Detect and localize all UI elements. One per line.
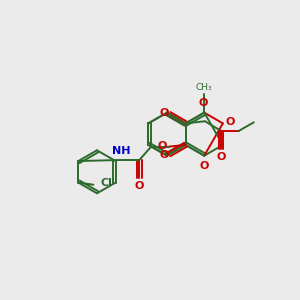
Text: O: O — [200, 161, 209, 171]
Text: O: O — [198, 98, 208, 107]
Text: O: O — [159, 150, 169, 160]
Text: NH: NH — [112, 146, 131, 156]
Text: O: O — [160, 108, 169, 118]
Text: CH₃: CH₃ — [196, 83, 213, 92]
Text: O: O — [157, 141, 167, 151]
Text: O: O — [135, 181, 144, 191]
Text: Cl: Cl — [100, 178, 112, 188]
Text: O: O — [225, 117, 235, 127]
Text: O: O — [216, 152, 226, 162]
